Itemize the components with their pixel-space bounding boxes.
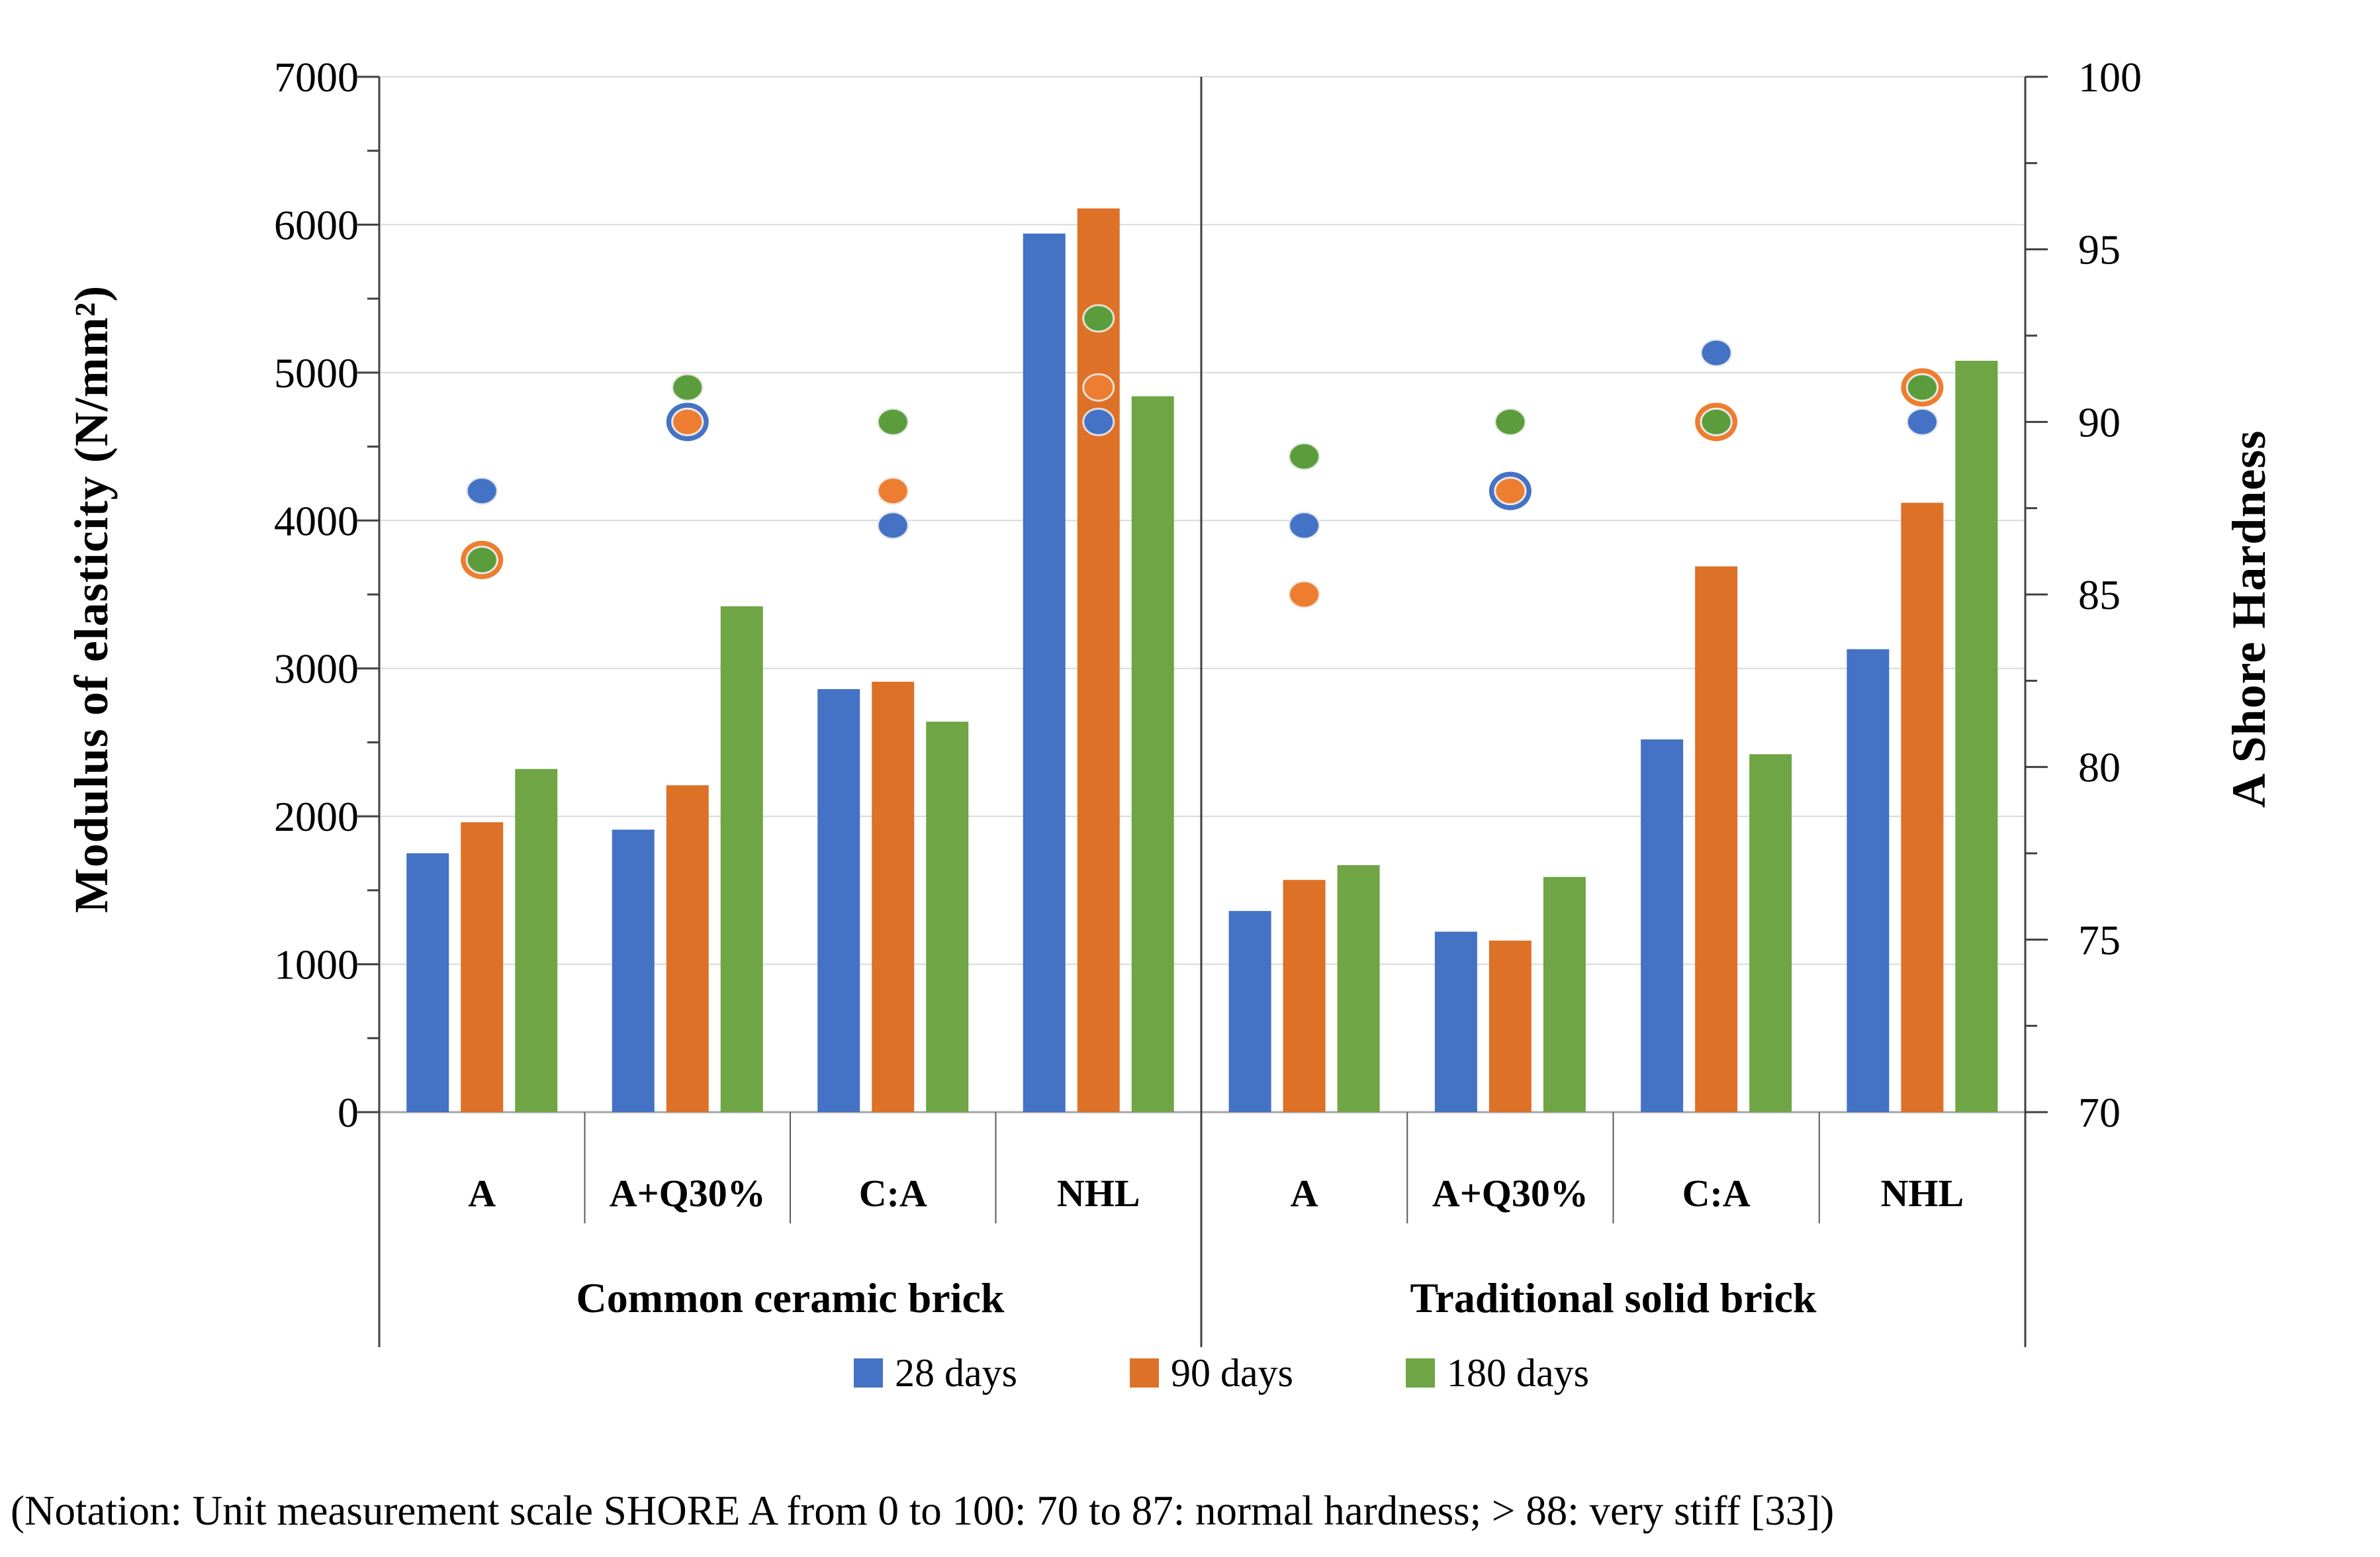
left-axis-tick-label: 1000 xyxy=(274,941,359,988)
right-axis-tick-label: 75 xyxy=(2078,916,2121,963)
dot-180-days xyxy=(876,407,909,436)
bar-180-days xyxy=(1131,396,1174,1112)
legend-label: 28 days xyxy=(895,1351,1017,1395)
group-label: Common ceramic brick xyxy=(576,1274,1005,1321)
bar-90-days xyxy=(1283,880,1326,1112)
bar-180-days xyxy=(926,722,969,1112)
group-label: Traditional solid brick xyxy=(1410,1274,1816,1321)
right-axis-tick-label: 95 xyxy=(2078,226,2121,273)
right-axis-tick-label: 80 xyxy=(2078,744,2121,791)
dot-90-days xyxy=(1082,373,1115,402)
bar-180-days xyxy=(1337,865,1380,1112)
bar-28-days xyxy=(1228,911,1271,1112)
legend-swatch-28-days xyxy=(854,1358,883,1388)
right-axis-tick-label: 70 xyxy=(2078,1089,2121,1136)
dot-180-days xyxy=(671,373,704,402)
legend-item-180-days: 180 days xyxy=(1405,1351,1589,1395)
category-label: A+Q30% xyxy=(610,1172,766,1215)
bar-90-days xyxy=(461,822,504,1112)
dot-28-days xyxy=(1288,511,1321,540)
dot-90-days xyxy=(1494,477,1527,506)
bar-90-days xyxy=(1901,502,1944,1112)
bar-28-days xyxy=(1023,233,1066,1113)
dot-28-days xyxy=(465,477,498,506)
bar-28-days xyxy=(1847,649,1890,1112)
legend-label: 90 days xyxy=(1170,1351,1293,1395)
left-axis-tick-label: 6000 xyxy=(274,201,359,248)
bar-180-days xyxy=(515,769,558,1112)
bar-180-days xyxy=(1749,754,1792,1112)
right-axis-tick-label: 85 xyxy=(2078,571,2121,618)
legend-swatch-90-days xyxy=(1129,1358,1159,1388)
bar-90-days xyxy=(1488,940,1532,1112)
right-axis-tick-label: 100 xyxy=(2078,54,2142,101)
dot-180-days xyxy=(1700,407,1733,436)
bar-180-days xyxy=(720,606,763,1112)
right-axis-title: A Shore Hardness xyxy=(2222,430,2275,808)
left-axis-tick-label: 2000 xyxy=(274,793,359,840)
legend-swatch-180-days xyxy=(1405,1358,1435,1388)
dot-90-days xyxy=(671,407,704,436)
dot-28-days xyxy=(1905,407,1939,436)
category-label: C:A xyxy=(859,1172,927,1215)
bar-28-days xyxy=(612,829,655,1112)
legend: 28 days 90 days 180 days xyxy=(854,1353,1589,1393)
bar-28-days xyxy=(817,688,860,1112)
bar-90-days xyxy=(1077,208,1120,1112)
category-label: A+Q30% xyxy=(1432,1172,1588,1215)
dot-180-days xyxy=(465,545,498,575)
bar-180-days xyxy=(1543,876,1586,1112)
legend-item-90-days: 90 days xyxy=(1129,1351,1293,1395)
left-axis-tick-label: 7000 xyxy=(274,54,359,101)
dot-180-days xyxy=(1288,442,1321,471)
notation-text: (Notation: Unit measurement scale SHORE … xyxy=(11,1487,1835,1534)
legend-item-28-days: 28 days xyxy=(854,1353,1017,1393)
left-axis-title: Modulus of elasticity (N/mm²) xyxy=(65,285,118,914)
category-label: NHL xyxy=(1057,1172,1140,1215)
bar-90-days xyxy=(1695,566,1738,1112)
dot-28-days xyxy=(1700,338,1733,367)
legend-label: 180 days xyxy=(1446,1351,1589,1395)
category-label: A xyxy=(1291,1172,1318,1215)
category-label: A xyxy=(468,1172,496,1215)
dot-90-days xyxy=(876,477,909,506)
dot-90-days xyxy=(1288,580,1321,609)
right-axis-tick-label: 90 xyxy=(2078,399,2121,446)
left-axis-tick-label: 5000 xyxy=(274,350,359,397)
dot-28-days xyxy=(876,511,909,540)
bar-90-days xyxy=(872,681,915,1112)
dot-28-days xyxy=(1082,407,1115,436)
bar-28-days xyxy=(406,853,449,1112)
bar-180-days xyxy=(1955,360,1998,1112)
category-label: NHL xyxy=(1881,1172,1964,1215)
left-axis-tick-label: 4000 xyxy=(274,497,359,544)
bar-90-days xyxy=(666,785,709,1112)
left-axis-tick-label: 0 xyxy=(338,1089,359,1136)
dot-180-days xyxy=(1494,407,1527,436)
left-axis-tick-label: 3000 xyxy=(274,645,359,692)
category-label: C:A xyxy=(1682,1172,1751,1215)
dot-180-days xyxy=(1905,373,1939,402)
dot-180-days xyxy=(1082,304,1115,333)
bar-28-days xyxy=(1641,739,1684,1112)
bar-28-days xyxy=(1434,931,1477,1112)
